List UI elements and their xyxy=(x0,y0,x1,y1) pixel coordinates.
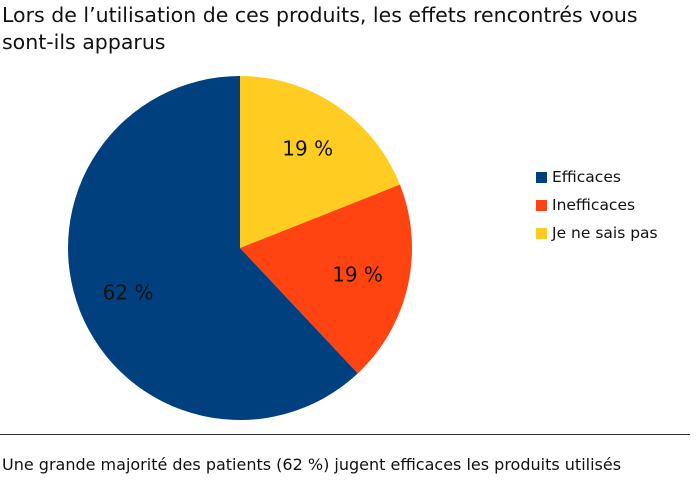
legend-swatch-inefficaces xyxy=(536,199,547,211)
legend-swatch-efficaces xyxy=(536,171,547,183)
pie-label-inefficaces: 19 % xyxy=(332,262,383,286)
pie-slice-inefficaces xyxy=(240,184,413,374)
footer-divider xyxy=(0,434,690,435)
chart-footnote: Une grande majorité des patients (62 %) … xyxy=(2,455,622,474)
legend-item-inefficaces: Inefficaces xyxy=(536,191,658,219)
pie-label-efficaces: 62 % xyxy=(103,280,154,304)
legend-label-efficaces: Efficaces xyxy=(552,168,621,186)
legend-label-inefficaces: Inefficaces xyxy=(552,196,636,214)
pie-label-je-ne-sais-pas: 19 % xyxy=(282,136,333,160)
pie-slice-je-ne-sais-pas xyxy=(240,76,400,248)
chart-title: Lors de l’utilisation de ces produits, l… xyxy=(2,3,638,54)
pie-slices xyxy=(67,76,413,421)
pie-value-labels: 19 % 19 % 62 % xyxy=(103,136,383,304)
legend-label-je-ne-sais-pas: Je ne sais pas xyxy=(552,224,658,242)
legend-item-efficaces: Efficaces xyxy=(536,163,658,191)
legend-item-je-ne-sais-pas: Je ne sais pas xyxy=(536,219,658,247)
pie-slice-efficaces xyxy=(67,76,358,421)
chart-legend: Efficaces Inefficaces Je ne sais pas xyxy=(536,163,658,247)
legend-swatch-je-ne-sais-pas xyxy=(536,227,547,239)
